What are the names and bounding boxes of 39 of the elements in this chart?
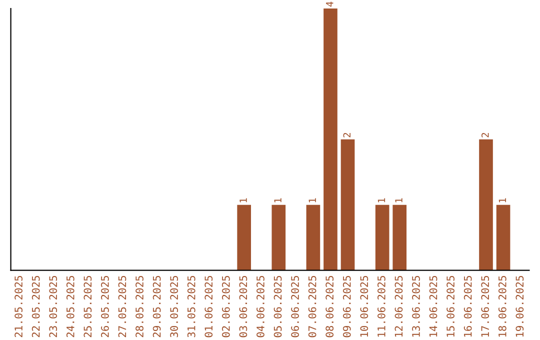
data-label: 1 — [378, 198, 386, 202]
x-tick-label: 16.06.2025 — [464, 276, 472, 337]
x-tick-label: 28.05.2025 — [136, 276, 144, 338]
data-label: 1 — [240, 198, 247, 202]
data-label: 1 — [308, 198, 316, 202]
x-tick-label: 25.05.2025 — [84, 276, 92, 338]
data-label: 2 — [343, 132, 350, 138]
data-label: 2 — [481, 132, 489, 138]
x-tick-label: 14.06.2025 — [429, 276, 438, 337]
x-tick-label: 05.06.2025 — [274, 276, 282, 338]
x-tick-label: 07.06.2025 — [308, 276, 316, 338]
x-tick-label: 24.05.2025 — [66, 276, 74, 338]
x-tick-label: 01.06.2025 — [204, 276, 213, 338]
x-tick-label: 08.06.2025 — [326, 276, 334, 338]
data-label: 1 — [498, 198, 506, 202]
data-label: 1 — [395, 198, 402, 202]
x-tick-label: 21.05.2025 — [14, 276, 22, 338]
x-tick-label: 02.06.2025 — [222, 276, 230, 338]
data-label: 4 — [326, 2, 334, 7]
x-tick-label: 18.06.2025 — [498, 276, 506, 337]
x-tick-label: 12.06.2025 — [394, 276, 403, 337]
x-tick-label: 17.06.2025 — [481, 276, 490, 337]
x-tick-label: 29.05.2025 — [152, 276, 161, 338]
x-tick-label: 11.06.2025 — [377, 276, 386, 337]
x-tick-label: 13.06.2025 — [412, 276, 420, 337]
x-tick-label: 10.06.2025 — [360, 276, 368, 337]
x-tick-label: 03.06.2025 — [239, 276, 248, 338]
x-tick-label: 31.05.2025 — [187, 276, 196, 338]
x-tick-label: 22.05.2025 — [32, 276, 40, 338]
x-tick-label: 30.05.2025 — [170, 276, 178, 338]
data-label: 1 — [274, 198, 282, 202]
x-tick-label: 04.06.2025 — [256, 276, 264, 338]
x-tick-label: 26.05.2025 — [101, 276, 109, 338]
x-tick-label: 27.05.2025 — [118, 276, 126, 338]
x-tick-label: 09.06.2025 — [342, 276, 351, 338]
x-tick-label: 19.06.2025 — [516, 276, 524, 337]
x-tick-label: 23.05.2025 — [49, 276, 58, 338]
x-tick-label: 06.06.2025 — [291, 276, 299, 338]
x-tick-label: 15.06.2025 — [446, 276, 454, 337]
